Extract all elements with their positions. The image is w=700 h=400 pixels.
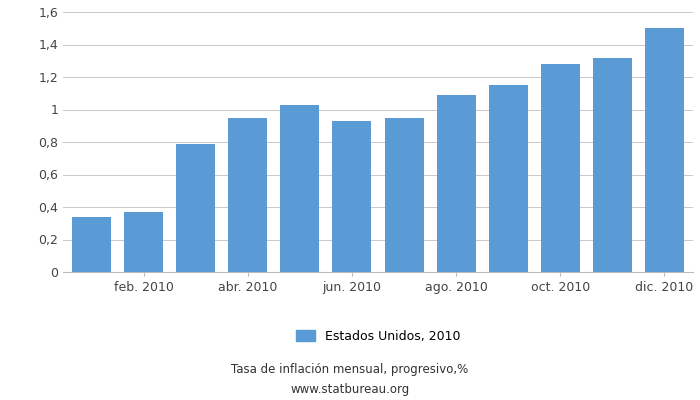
Bar [228,118,267,272]
Bar [540,64,580,272]
Bar [332,121,372,272]
Bar [437,95,475,272]
Bar [124,212,163,272]
Text: www.statbureau.org: www.statbureau.org [290,384,410,396]
Text: Tasa de inflación mensual, progresivo,%: Tasa de inflación mensual, progresivo,% [232,364,468,376]
Bar [384,118,424,272]
Bar [645,28,684,272]
Bar [72,217,111,272]
Bar [176,144,216,272]
Bar [489,85,528,272]
Legend: Estados Unidos, 2010: Estados Unidos, 2010 [291,325,465,348]
Bar [281,105,319,272]
Bar [593,58,632,272]
